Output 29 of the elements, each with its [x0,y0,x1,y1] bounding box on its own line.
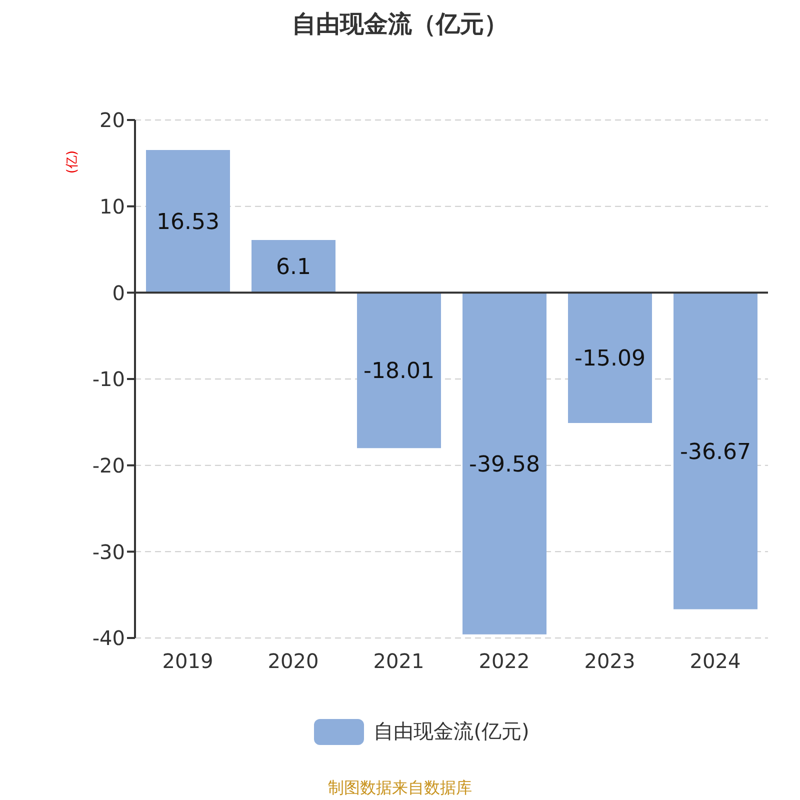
bar [252,240,336,293]
y-tick-label: -30 [92,540,125,564]
chart-title: 自由现金流（亿元） [291,9,509,40]
y-tick-label: -10 [92,367,125,392]
data-label: -39.58 [469,452,540,478]
y-axis-title: (亿) [64,149,81,176]
data-label: -36.67 [680,440,751,465]
data-label: -15.09 [574,346,646,372]
bar [146,150,230,293]
x-tick-label: 2020 [268,649,319,674]
data-label: 6.1 [276,255,311,280]
bar [674,292,758,610]
y-tick-label: 20 [100,108,125,132]
bar [357,292,441,448]
text: 制图数据来自数据库 [327,778,473,799]
x-tick-label: 2022 [478,649,530,674]
y-tick-label: 10 [100,194,125,218]
y-tick-label: 0 [112,280,125,305]
data-label: -18.01 [364,359,434,384]
bar [462,292,546,634]
legend-label: 自由现金流(亿元) [374,718,530,745]
x-tick-label: 2021 [373,649,424,674]
y-tick-label: -40 [92,626,125,650]
data-label: 16.53 [156,210,220,236]
x-tick-label: 2023 [584,649,636,674]
y-tick-label: -20 [92,453,125,478]
bar [568,292,652,423]
x-tick-label: 2024 [690,649,741,674]
x-tick-label: 2019 [162,649,214,674]
